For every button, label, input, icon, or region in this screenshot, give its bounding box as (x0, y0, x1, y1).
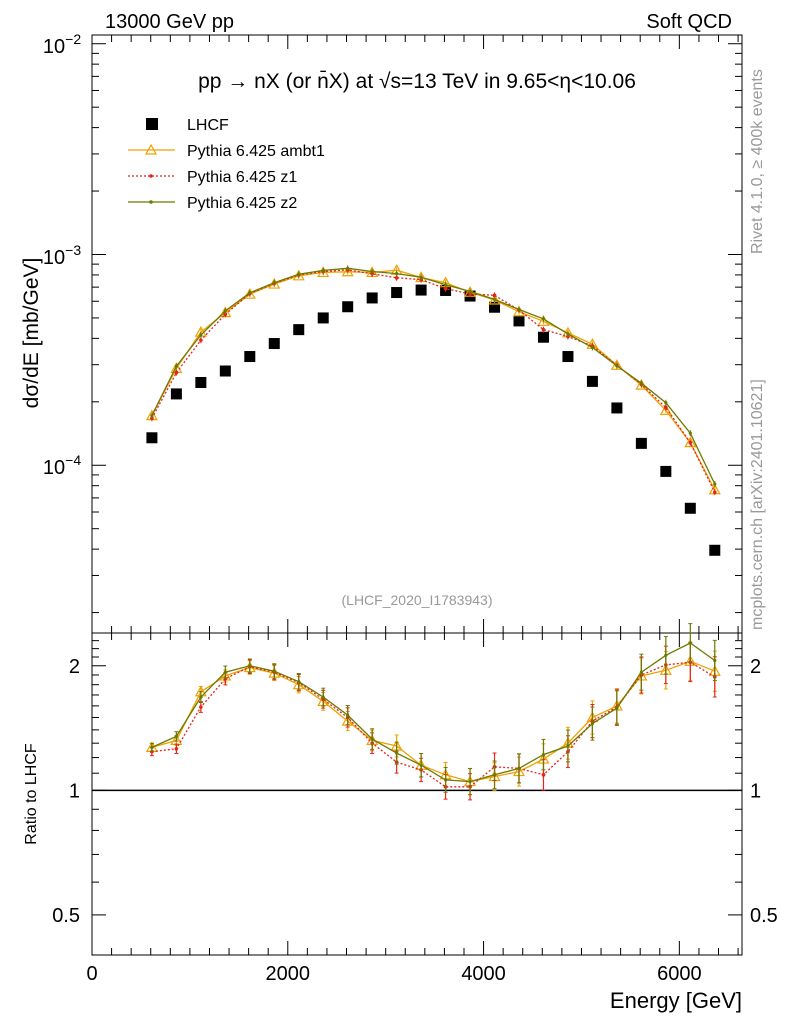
legend-marker-z2 (149, 200, 153, 204)
legend-marker-z1 (149, 174, 153, 178)
ratio-ytick-label-right: 0.5 (750, 905, 778, 927)
lhcf-point (537, 331, 549, 343)
lhcf-point (244, 351, 256, 363)
lhcf-point (219, 365, 231, 377)
ytick-base: 10 (43, 36, 65, 58)
header-left: 13000 GeV pp (105, 11, 234, 33)
ratio-panel: 0.5 0.5 1 1 2 2 0 2000 4000 6000 Ratio to LHCF En… (23, 623, 778, 1013)
main-panel: 10−4 10−3 10−2 dσ/dE [mb/GeV] pp → nX (o… (20, 31, 743, 634)
legend-label-ambt1: Pythia 6.425 ambt1 (187, 143, 325, 160)
main-ylabel: dσ/dE [mb/GeV] (20, 258, 43, 409)
lhcf-point (684, 502, 696, 514)
ytick-label-1e-2: 10−2 (43, 31, 81, 58)
main-ambt1-point (488, 293, 501, 305)
main-ambt1-point (512, 305, 526, 317)
legend-label-lhcf: LHCF (187, 117, 229, 134)
main-ambt1-point (659, 404, 672, 416)
ratio-series (145, 623, 721, 801)
main-z2-line (151, 267, 716, 485)
lhcf-point (293, 324, 305, 336)
legend: LHCF Pythia 6.425 ambt1 Pythia 6.425 z1 Pyt… (128, 117, 325, 212)
main-ambt1-point (243, 287, 256, 299)
lhcf-point (562, 351, 574, 363)
lhcf-point (611, 402, 623, 414)
legend-marker-lhcf (146, 118, 158, 130)
watermark: (LHCF_2020_I1783943) (342, 592, 493, 608)
main-ambt1-point (684, 436, 697, 448)
xtick-label: 6000 (657, 963, 702, 985)
lhcf-point (635, 437, 647, 449)
rivet-label: Rivet 4.1.0, ≥ 400k events (749, 69, 766, 254)
xtick-label: 4000 (461, 963, 506, 985)
main-ambt1-point (341, 265, 354, 277)
ratio-z1-line (151, 661, 716, 788)
ratio-ytick-label-right: 2 (750, 656, 761, 678)
header-right: Soft QCD (646, 11, 732, 33)
ytick-base: 10 (43, 457, 65, 479)
lhcf-point (342, 301, 354, 313)
lhcf-point (366, 292, 378, 304)
lhcf-point (489, 301, 501, 313)
main-title: pp → nX (or n̄X) at √s=13 TeV in 9.65<η<… (198, 70, 636, 93)
xtick-label: 0 (86, 963, 97, 985)
ytick-label-1e-3: 10−3 (43, 242, 81, 269)
lhcf-point (317, 312, 329, 324)
ytick-exp: −3 (65, 242, 81, 258)
ytick-exp: −4 (65, 452, 81, 468)
lhcf-point (513, 315, 525, 327)
main-series (145, 263, 721, 556)
xtick-label: 2000 (266, 963, 311, 985)
ytick-exp: −2 (65, 31, 81, 47)
mcplots-label: mcplots.cern.ch [arXiv:2401.10621] (749, 379, 766, 630)
main-z1-line (151, 269, 716, 493)
main-ticks (91, 35, 742, 633)
main-ambt1-point (317, 266, 330, 278)
ratio-ambt1-line (151, 660, 716, 783)
lhcf-point (170, 388, 182, 400)
ratio-frame (91, 632, 743, 956)
ratio-ytick-label-left: 1 (69, 780, 80, 802)
ratio-ytick-label-left: 0.5 (52, 905, 80, 927)
lhcf-point (195, 376, 207, 388)
ratio-ytick-label-right: 1 (750, 780, 761, 802)
legend-marker-ambt1 (144, 143, 158, 155)
ratio-z2-line (151, 642, 716, 783)
ratio-ticks: 0.5 0.5 1 1 2 2 0 2000 4000 6000 (52, 633, 778, 985)
lhcf-point (709, 544, 721, 556)
x-axis-label: Energy [GeV] (610, 988, 742, 1013)
lhcf-point (268, 338, 280, 350)
legend-label-z1: Pythia 6.425 z1 (187, 169, 297, 186)
ytick-label-1e-4: 10−4 (43, 452, 81, 479)
ratio-ylabel: Ratio to LHCF (23, 743, 40, 845)
ytick-base: 10 (43, 247, 65, 269)
lhcf-point (660, 465, 672, 477)
ratio-ytick-label-left: 2 (69, 656, 80, 678)
lhcf-point (391, 287, 403, 299)
lhcf-point (586, 375, 598, 387)
legend-label-z2: Pythia 6.425 z2 (187, 195, 297, 212)
lhcf-point (415, 284, 427, 296)
lhcf-point (146, 432, 158, 444)
